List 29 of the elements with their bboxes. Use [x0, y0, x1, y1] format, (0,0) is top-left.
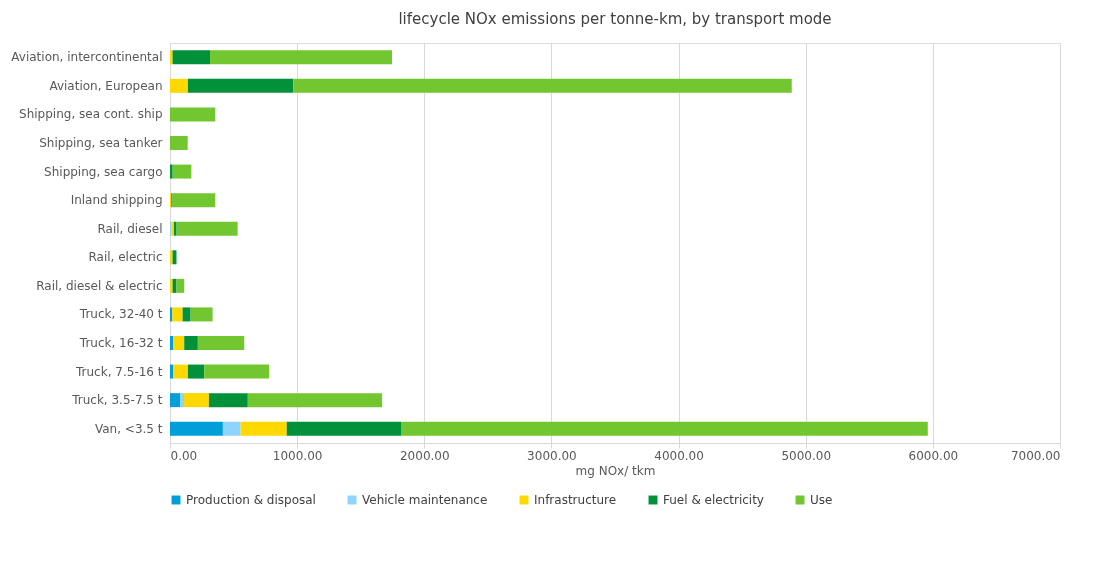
x-tick-label: 0.00: [170, 448, 198, 463]
chart-title: lifecycle NOx emissions per tonne-km, by transport mode: [398, 10, 832, 28]
y-tick-label: Truck, 32-40 t: [78, 307, 163, 322]
y-tick-label: Inland shipping: [70, 193, 163, 208]
y-tick-label: Rail, electric: [88, 250, 163, 265]
y-tick-label: Aviation, intercontinental: [11, 50, 163, 65]
y-tick-label: Truck, 3.5-7.5 t: [71, 393, 163, 408]
x-tick-label: 2000.00: [399, 448, 450, 463]
y-tick-label: Van, <3.5 t: [94, 421, 163, 436]
y-tick-label: Truck, 7.5-16 t: [75, 364, 163, 379]
legend-label: Fuel & electricity: [663, 493, 764, 507]
y-tick-label: Shipping, sea cargo: [44, 164, 163, 179]
y-tick-label: Shipping, sea cont. ship: [19, 107, 163, 122]
y-tick-label: Shipping, sea tanker: [39, 136, 163, 150]
x-tick-label: 5000.00: [781, 448, 832, 463]
legend-label: Infrastructure: [534, 493, 617, 507]
y-tick-label: Rail, diesel: [97, 221, 163, 236]
y-tick-label: Truck, 16-32 t: [78, 336, 163, 350]
legend-label: Vehicle maintenance: [362, 493, 488, 507]
x-tick-label: 6000.00: [908, 448, 959, 463]
legend-label: Production & disposal: [186, 493, 316, 507]
y-tick-label: Rail, diesel & electric: [36, 278, 163, 293]
x-tick-label: 4000.00: [654, 448, 704, 463]
legend-label: Use: [810, 493, 833, 507]
x-tick-label: 3000.00: [527, 448, 577, 463]
x-tick-label: 1000.00: [272, 448, 323, 463]
y-tick-label: Aviation, European: [49, 78, 163, 93]
x-tick-label: 7000.00: [1010, 448, 1061, 463]
x-axis-title: mg NOx/ tkm: [575, 463, 656, 478]
